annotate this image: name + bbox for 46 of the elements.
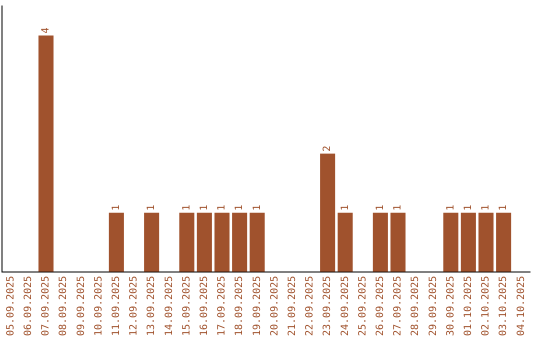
data-label: 1 [252, 204, 263, 211]
x-tick-label: 30.09.2025 [445, 276, 456, 336]
data-label: 1 [216, 204, 228, 211]
x-tick-label: 06.09.2025 [22, 276, 34, 336]
x-tick-label: 09.09.2025 [76, 276, 87, 336]
data-label: 1 [462, 204, 474, 211]
x-tick-label: 11.09.2025 [110, 276, 122, 336]
data-label: 1 [110, 204, 122, 211]
x-tick-label: 15.09.2025 [181, 276, 192, 336]
x-tick-label: 14.09.2025 [164, 276, 175, 336]
data-label: 1 [374, 204, 386, 211]
x-tick-label: 01.10.2025 [462, 276, 474, 336]
x-tick-label: 05.09.2025 [5, 276, 16, 336]
x-tick-label: 24.09.2025 [340, 276, 351, 336]
x-tick-label: 16.09.2025 [198, 276, 210, 336]
data-label: 1 [234, 204, 246, 211]
x-tick-label: 28.09.2025 [410, 276, 422, 336]
x-tick-label: 25.09.2025 [357, 276, 368, 336]
x-tick-label: 23.09.2025 [322, 276, 334, 336]
x-tick-label: 03.10.2025 [498, 276, 510, 336]
data-label: 1 [146, 204, 158, 211]
x-tick-label: 27.09.2025 [392, 276, 404, 336]
x-tick-label: 21.09.2025 [286, 276, 298, 336]
x-tick-label: 20.09.2025 [269, 276, 280, 336]
x-tick-label: 02.10.2025 [480, 276, 492, 336]
x-tick-label: 08.09.2025 [58, 276, 70, 336]
data-label: 1 [445, 204, 456, 211]
x-tick-label: 13.09.2025 [146, 276, 158, 336]
x-tick-label: 22.09.2025 [304, 276, 316, 336]
x-tick-label: 04.10.2025 [516, 276, 527, 336]
x-tick-label: 17.09.2025 [216, 276, 228, 336]
data-label: 2 [322, 146, 334, 152]
x-tick-label: 18.09.2025 [234, 276, 246, 336]
x-tick-label: 12.09.2025 [128, 276, 140, 336]
x-tick-label: 19.09.2025 [252, 276, 263, 336]
x-tick-label: 29.09.2025 [428, 276, 439, 336]
x-tick-label: 07.09.2025 [40, 276, 52, 336]
data-label: 1 [181, 204, 192, 211]
data-label: 1 [340, 204, 351, 211]
data-label: 1 [480, 204, 492, 211]
data-label: 1 [498, 204, 510, 211]
x-tick-label: 10.09.2025 [93, 276, 104, 336]
data-label: 1 [198, 204, 210, 211]
x-tick-label: 26.09.2025 [374, 276, 386, 336]
data-label: 1 [392, 204, 404, 211]
data-label: 4 [40, 28, 52, 34]
